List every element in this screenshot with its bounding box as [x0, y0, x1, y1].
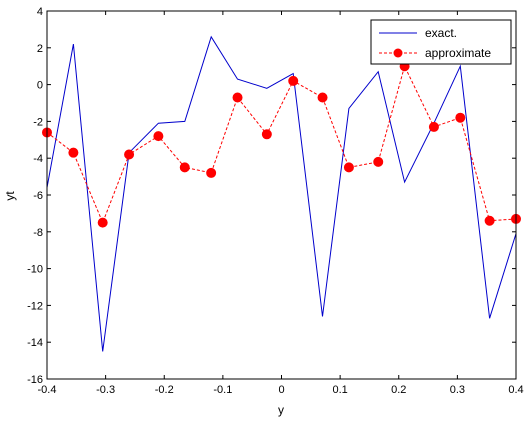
x-tick-label: 0.4	[508, 384, 523, 396]
y-ticks: 4 2 0 -2 -4 -6 -8 -10 -12 -14 -16	[27, 6, 516, 386]
plot-area	[47, 11, 516, 379]
y-axis-label: yt	[3, 191, 17, 201]
x-tick-label: 0.2	[391, 384, 406, 396]
data-point	[232, 92, 243, 103]
plot-background	[47, 11, 516, 379]
x-tick-label: -0.4	[38, 384, 57, 396]
x-tick-label: 0.1	[332, 384, 347, 396]
x-axis-label: y	[278, 403, 284, 417]
x-tick-label: -0.2	[155, 384, 174, 396]
series-line-exact	[46, 35, 517, 352]
data-point	[68, 147, 79, 158]
y-tick-label: 0	[37, 80, 43, 92]
x-tick-label: -0.3	[96, 384, 115, 396]
legend-label: approximate	[425, 46, 491, 60]
data-point	[317, 92, 328, 103]
y-tick-label: -16	[27, 374, 43, 386]
x-tick-label: -0.1	[213, 384, 232, 396]
y-tick-label: -10	[27, 264, 43, 276]
y-tick-label: 2	[37, 43, 43, 55]
y-tick-label: -14	[27, 337, 43, 349]
data-point	[343, 162, 354, 173]
y-tick-label: -4	[33, 153, 43, 165]
y-tick-label: 4	[37, 6, 43, 18]
x-tick-label: 0.3	[450, 384, 465, 396]
data-point	[288, 75, 299, 86]
legend-box	[370, 19, 512, 65]
data-point	[124, 149, 135, 160]
data-point	[97, 217, 108, 228]
legend-swatch-marker	[393, 48, 403, 58]
y-tick-label: -2	[33, 116, 43, 128]
data-point	[179, 162, 190, 173]
data-point	[373, 156, 384, 167]
y-tick-label: -8	[33, 227, 43, 239]
data-point	[261, 129, 272, 140]
y-tick-label: -6	[33, 190, 43, 202]
x-ticks: -0.4 -0.3 -0.2 -0.1 0 0.1 0.2 0.3 0.4	[38, 11, 524, 396]
data-point	[153, 131, 164, 142]
legend: exact. approximate	[370, 19, 512, 65]
data-point	[206, 167, 217, 178]
series-layer	[42, 35, 521, 352]
x-tick-label: 0	[278, 384, 284, 396]
legend-label: exact.	[425, 26, 457, 40]
data-point	[484, 215, 495, 226]
data-point	[428, 121, 439, 132]
y-tick-label: -12	[27, 300, 43, 312]
data-point	[455, 112, 466, 123]
